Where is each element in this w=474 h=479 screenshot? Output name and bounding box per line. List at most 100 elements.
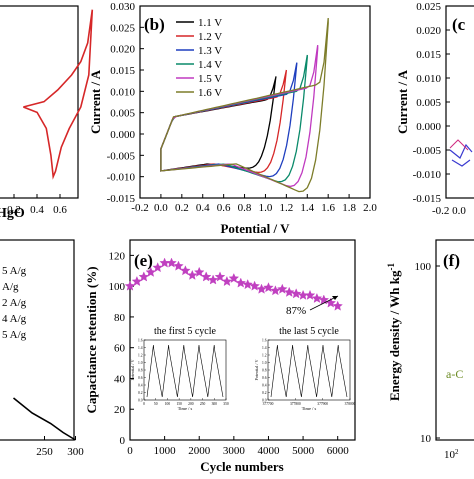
panel-c-curve-fragment-2	[449, 139, 469, 151]
panel-e-inset-y-tick-label: 0.4	[138, 384, 143, 388]
panel-e-y-tick-label: 40	[114, 373, 126, 385]
panel-c: (c -0.015 -0.010 -0.005 0.000 0.005 0.010 0.01…	[395, 1, 474, 217]
panel-b-frame	[139, 5, 371, 199]
panel-b-x-label: 0.8	[238, 202, 252, 214]
panel-e-inset-y-tick-label: 1.6	[138, 339, 143, 343]
panel-c-y-label: -0.005	[413, 145, 442, 157]
panel-b-y-label: 0.000	[110, 129, 135, 141]
panel-d-legend-label: 4 A/g	[2, 313, 27, 325]
panel-e-inset-x-tick-label: 200	[188, 402, 194, 406]
panel-b-y-label: -0.005	[107, 150, 136, 162]
panel-c-y-label: 0.020	[416, 25, 441, 37]
panel-b-x-label: 2.0	[363, 202, 377, 214]
panel-e-insets: the first 5 cycle 0.0 0.2 0.4 0.6 0.8 1.0 1.2 1.…	[130, 326, 356, 411]
panel-e-point	[221, 275, 233, 287]
panel-f-y-ticks: 100 10	[415, 261, 440, 445]
panel-e-point	[124, 280, 136, 291]
panel-b-y-label: 0.015	[110, 65, 135, 77]
panel-e-annotation-arrowhead	[332, 296, 338, 300]
panel-e-frame	[129, 239, 356, 441]
panel-d-x-tick-label: 300	[67, 446, 84, 458]
panel-e-xlabel: Cycle numbers	[200, 459, 283, 474]
panel-e-inset-x-tick-label: 50	[154, 402, 158, 406]
panel-b-legend-label: 1.5 V	[198, 73, 222, 85]
panel-e-inset-x-tick-label: 378000	[345, 402, 356, 406]
panel-e-inset-y-tick-label: 1.0	[138, 361, 143, 365]
panel-e-inset-x-tick-label: 300	[212, 402, 218, 406]
panel-e-point	[304, 289, 316, 300]
panel-f-label: (f)	[443, 251, 460, 270]
panel-e-inset-y-tick-label: 1.2	[138, 354, 143, 358]
panel-f-y-tick-label: 100	[415, 261, 432, 273]
panel-e-inset-y-tick-label: 1.4	[262, 346, 267, 350]
panel-b-legend: 1.1 V 1.2 V 1.3 V 1.4 V 1.5 V 1.6 V	[176, 17, 222, 99]
panel-b-x-label: 1.6	[321, 202, 335, 214]
panel-e-inset-title: the last 5 cycle	[279, 326, 339, 337]
panel-b-legend-label: 1.2 V	[198, 31, 222, 43]
panel-d: 5 A/g A/g 2 A/g 4 A/g 5 A/g 250 300	[0, 239, 84, 458]
panel-e-x-tick-label: 4000	[257, 445, 280, 457]
panel-e-point	[228, 272, 240, 283]
panel-b-y-label: 0.030	[110, 1, 135, 13]
panel-e-point	[207, 274, 219, 285]
panel-b-x-label: 1.2	[279, 202, 293, 214]
panel-f: (f) 100 10 a-C Energy density / Wh kg-1 1…	[386, 239, 474, 461]
panel-e-y-tick-label: 20	[114, 404, 126, 416]
panel-e-x-tick-label: 1000	[154, 445, 177, 457]
panel-b-legend-label: 1.1 V	[198, 17, 222, 29]
panel-e-inset-x-tick-label: 377900	[317, 402, 328, 406]
panel-e-inset-y-tick-label: 0.0	[262, 399, 267, 403]
panel-d-x-tick-label: 250	[36, 446, 53, 458]
panel-e-inset-xlabel: Time / s	[302, 406, 317, 411]
panel-e-inset-x-tick-label: 100	[165, 402, 171, 406]
panel-c-frame	[445, 5, 474, 199]
panel-d-curve	[12, 397, 76, 441]
panel-d-legend-label: 2 A/g	[2, 297, 27, 309]
panel-e-x-tick-label: 3000	[223, 445, 246, 457]
panel-c-y-label: 0.015	[416, 49, 441, 61]
panel-b-ylabel: Current / A	[88, 69, 103, 134]
panel-e-y-tick-label: 100	[109, 281, 126, 293]
panel-b-y-label: 0.005	[110, 108, 135, 120]
panel-e-inset-title: the first 5 cycle	[154, 326, 216, 337]
panel-f-xtick-base: 10	[444, 449, 456, 461]
panel-b-y-label: 0.010	[110, 86, 135, 98]
panel-c-y-label: 0.010	[416, 73, 441, 85]
panel-a-x-tick-label: 0.6	[53, 204, 67, 216]
panel-e-point	[145, 266, 156, 277]
panel-c-y-label: -0.010	[413, 169, 442, 181]
panel-e-inset-y-tick-label: 1.6	[262, 339, 267, 343]
panel-f-annotation: a-C	[446, 367, 463, 381]
panel-e-point	[138, 271, 150, 282]
panel-c-xtick-fragment: -0.2 0.0	[432, 205, 466, 217]
panel-c-y-ticks: -0.015 -0.010 -0.005 0.000 0.005 0.010 0.015 0.…	[413, 1, 450, 205]
panel-e-y-tick-label: 60	[114, 343, 126, 355]
panel-b-y-label: -0.015	[107, 193, 136, 205]
panel-e-inset-y-tick-label: 0.2	[262, 391, 267, 395]
panel-e-annotation-arrow	[309, 295, 339, 311]
panel-e-inset-2: the last 5 cycle 0.0 0.2 0.4 0.6 0.8 1.0 1.2 1.4…	[254, 326, 356, 411]
panel-e-inset-ylabel: Potential / V	[130, 359, 135, 380]
panel-e-inset-x-tick-label: 377700	[263, 402, 274, 406]
panel-a-x-tick-label: 0.2	[7, 204, 21, 216]
panel-e-label: (e)	[134, 251, 153, 270]
panel-d-x-ticks: 250 300	[36, 436, 84, 458]
panel-b-series-1.2v	[160, 69, 288, 174]
panel-b-legend-label: 1.6 V	[198, 87, 222, 99]
panel-e-inset-y-tick-label: 1.0	[262, 361, 267, 365]
panel-d-legend-label: 5 A/g	[2, 329, 27, 341]
panel-e-y-tick-label: 80	[114, 312, 126, 324]
panel-b-legend-label: 1.4 V	[198, 59, 222, 71]
panel-d-legend-label: A/g	[2, 281, 19, 293]
panel-b-xlabel: Potential / V	[220, 221, 290, 236]
panel-b-legend-label: 1.3 V	[198, 45, 222, 57]
panel-e-inset-x-tick-label: 0	[143, 402, 145, 406]
panel-f-ylabel: Energy density / Wh kg-1	[386, 262, 402, 401]
panel-e-inset-y-tick-label: 1.4	[138, 346, 143, 350]
panel-d-legend: 5 A/g A/g 2 A/g 4 A/g 5 A/g	[2, 265, 27, 341]
panel-e-inset-y-tick-label: 0.2	[138, 391, 143, 395]
panel-b-x-label: 1.4	[300, 202, 314, 214]
panel-b-x-label: -0.2	[131, 202, 148, 214]
panel-c-curve-fragment	[449, 143, 473, 167]
panel-c-y-label: -0.015	[413, 193, 442, 205]
